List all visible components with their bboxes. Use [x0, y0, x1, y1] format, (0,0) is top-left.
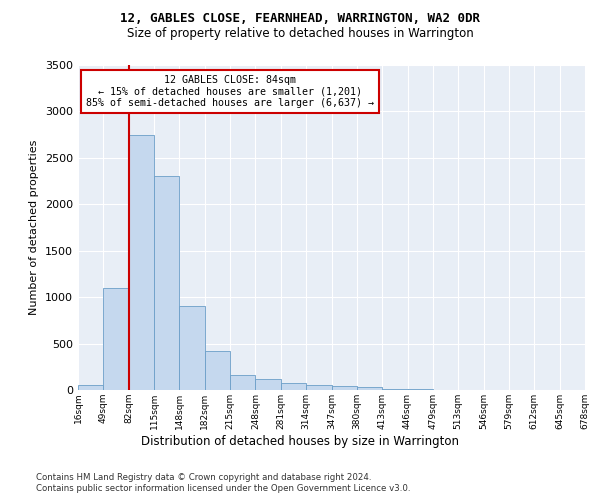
Bar [331, 386, 357, 390]
Bar [306, 385, 331, 390]
Bar [103, 288, 128, 390]
Text: Contains HM Land Registry data © Crown copyright and database right 2024.: Contains HM Land Registry data © Crown c… [36, 472, 371, 482]
Bar [281, 382, 306, 390]
Y-axis label: Number of detached properties: Number of detached properties [29, 140, 40, 315]
Bar [230, 375, 256, 390]
Bar [179, 306, 205, 390]
Text: 12 GABLES CLOSE: 84sqm
← 15% of detached houses are smaller (1,201)
85% of semi-: 12 GABLES CLOSE: 84sqm ← 15% of detached… [86, 74, 374, 108]
Bar [205, 351, 230, 390]
Text: 12, GABLES CLOSE, FEARNHEAD, WARRINGTON, WA2 0DR: 12, GABLES CLOSE, FEARNHEAD, WARRINGTON,… [120, 12, 480, 26]
Bar [78, 386, 103, 390]
Bar [256, 380, 281, 390]
Bar [128, 134, 154, 390]
Text: Contains public sector information licensed under the Open Government Licence v3: Contains public sector information licen… [36, 484, 410, 493]
Text: Distribution of detached houses by size in Warrington: Distribution of detached houses by size … [141, 435, 459, 448]
Bar [357, 387, 382, 390]
Text: Size of property relative to detached houses in Warrington: Size of property relative to detached ho… [127, 28, 473, 40]
Bar [382, 388, 407, 390]
Bar [154, 176, 179, 390]
